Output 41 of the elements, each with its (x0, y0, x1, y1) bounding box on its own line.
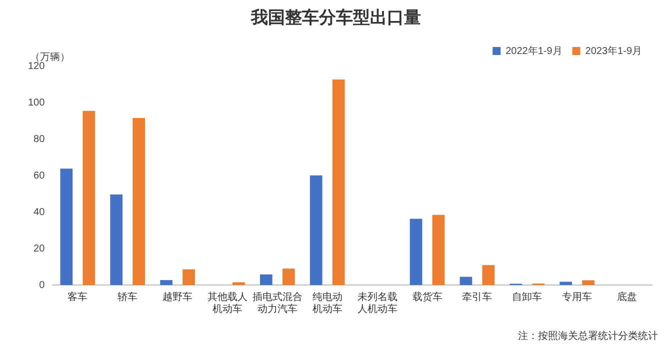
x-tick-label: 载货车 (412, 290, 442, 303)
bar (482, 265, 495, 285)
x-tick-label: 纯电动机动车 (312, 290, 342, 315)
bar (332, 80, 345, 285)
bar (282, 268, 295, 285)
x-tick-label: 自卸车 (512, 290, 542, 303)
bar (310, 175, 322, 285)
x-tick-label: 插电式混合动力汽车 (252, 290, 302, 315)
bar (460, 276, 472, 285)
y-tick-label: 0 (39, 280, 46, 291)
legend-label: 2023年1-9月 (585, 44, 642, 57)
bar (260, 274, 272, 285)
x-tick-label: 底盘 (617, 290, 638, 303)
y-tick-label: 60 (34, 170, 46, 182)
x-tick-label: 轿车 (118, 290, 138, 303)
bar (132, 118, 146, 285)
x-tick-label: 其他载人机动车 (207, 290, 248, 315)
y-tick-label: 80 (34, 134, 46, 145)
x-tick-label: 专用车 (562, 290, 592, 303)
bar (560, 282, 572, 285)
bar (60, 168, 73, 285)
bar (82, 110, 96, 285)
bar (110, 194, 123, 285)
x-tick-label: 越野车 (162, 290, 193, 303)
y-tick-label: 40 (34, 206, 46, 218)
chart-title: 我国整车分车型出口量 (250, 7, 422, 29)
x-tick-label: 客车 (68, 290, 88, 303)
bar (182, 269, 195, 285)
bar (432, 214, 445, 285)
bar (232, 282, 245, 285)
text: 注：按照海关总署统计分类统计 (518, 330, 658, 343)
x-tick-label: 未列名载人机动车 (357, 290, 398, 315)
y-tick-label: 100 (28, 97, 46, 108)
x-tick-label: 牵引车 (462, 290, 492, 303)
bar (582, 280, 595, 285)
y-axis-title: （万辆） (30, 51, 70, 63)
bar (410, 218, 422, 285)
legend-label: 2022年1-9月 (506, 44, 562, 57)
y-tick-label: 120 (28, 60, 46, 72)
y-tick-label: 20 (34, 243, 46, 254)
bar (160, 280, 172, 285)
